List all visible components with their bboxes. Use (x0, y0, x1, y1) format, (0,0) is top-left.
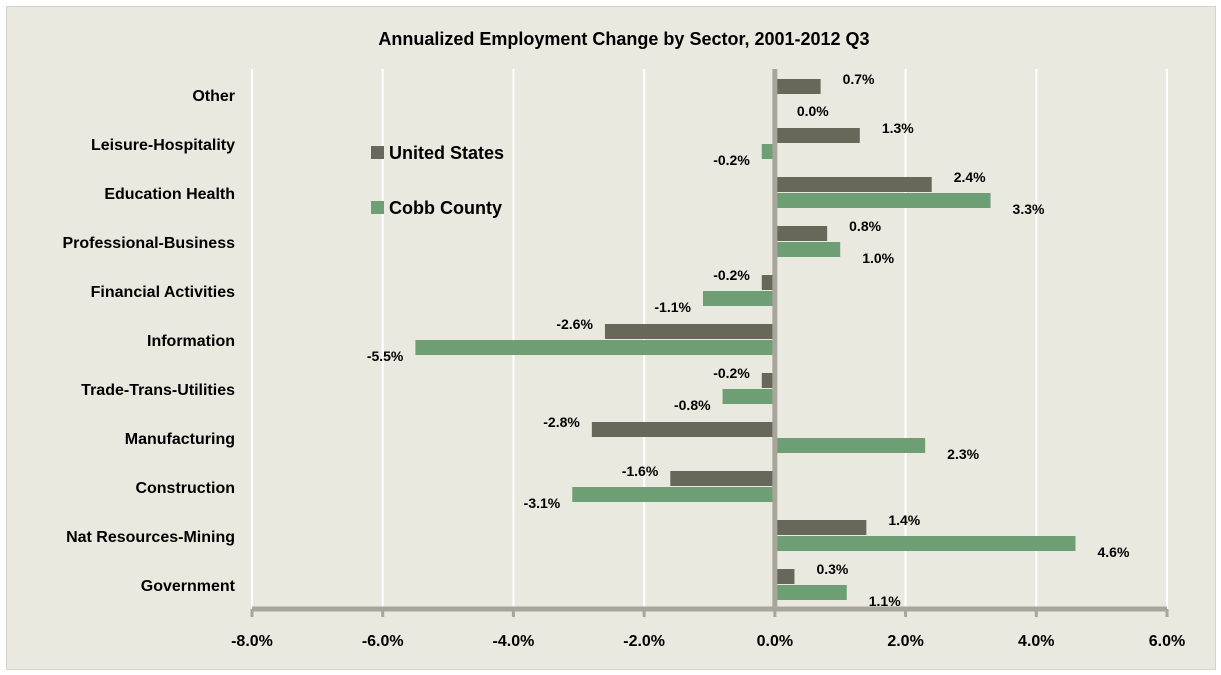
category-label: Leisure-Hospitality (91, 137, 235, 154)
bar-cobb-county (415, 340, 775, 355)
x-tick-label: 4.0% (1018, 633, 1054, 650)
x-tick-label: -8.0% (231, 633, 273, 650)
data-label: -0.8% (674, 397, 711, 413)
bar-cobb-county (774, 536, 1076, 551)
bar-cobb-county (761, 144, 775, 159)
chart-area: Annualized Employment Change by Sector, … (6, 6, 1216, 670)
data-label: 1.3% (882, 120, 914, 136)
bar-cobb-county (774, 438, 926, 453)
bar-cobb-county (774, 585, 847, 600)
bar-united-states (774, 520, 867, 535)
bar-cobb-county (774, 242, 841, 257)
category-label: Financial Activities (91, 284, 235, 301)
category-label: Construction (135, 480, 235, 497)
data-labels: Other 0.7% 0.0% Leisure-Hospitality 1.3% -0.2… (63, 71, 1130, 609)
x-tick-label: -4.0% (493, 633, 535, 650)
bar-united-states (774, 177, 932, 192)
bar-cobb-county (572, 487, 775, 502)
bar-united-states (591, 422, 775, 437)
data-label: 0.0% (797, 103, 829, 119)
data-label: 0.3% (816, 561, 848, 577)
category-label: Information (147, 333, 235, 350)
bar-united-states (670, 471, 775, 486)
category-label: Trade-Trans-Utilities (81, 382, 235, 399)
legend-swatch-united-states (371, 146, 384, 159)
data-label: -0.2% (713, 267, 750, 283)
category-label: Manufacturing (125, 431, 235, 448)
bar-united-states (774, 226, 828, 241)
bars (415, 79, 1076, 600)
data-label: 1.0% (862, 250, 894, 266)
data-label: 2.3% (947, 446, 979, 462)
legend-label: United States (389, 143, 504, 163)
x-tick-label: 2.0% (887, 633, 923, 650)
chart-title: Annualized Employment Change by Sector, … (378, 29, 869, 49)
category-label: Education Health (104, 186, 235, 203)
category-label: Professional-Business (63, 235, 236, 252)
data-label: 0.8% (849, 218, 881, 234)
data-label: 2.4% (954, 169, 986, 185)
data-label: -0.2% (713, 365, 750, 381)
data-label: 1.4% (888, 512, 920, 528)
bar-united-states (761, 275, 775, 290)
data-label: -5.5% (367, 348, 404, 364)
bar-united-states (604, 324, 775, 339)
axes: -8.0% -6.0% -4.0% -2.0% 0.0% 2.0% 4.0% 6.0% (231, 69, 1185, 650)
data-label: -3.1% (524, 495, 561, 511)
x-tick-label: -6.0% (362, 633, 404, 650)
data-label: -2.8% (543, 414, 580, 430)
x-tick-label: 6.0% (1149, 633, 1185, 650)
bar-cobb-county (774, 193, 991, 208)
legend: United States Cobb County (371, 143, 504, 218)
x-tick-label: -2.0% (623, 633, 665, 650)
data-label: -1.1% (654, 299, 691, 315)
category-label: Other (192, 88, 235, 105)
data-label: 3.3% (1013, 201, 1045, 217)
data-label: -0.2% (713, 152, 750, 168)
legend-swatch-cobb-county (371, 201, 384, 214)
data-label: -1.6% (622, 463, 659, 479)
category-label: Nat Resources-Mining (66, 529, 235, 546)
x-tick-label: 0.0% (757, 633, 793, 650)
bar-united-states (774, 128, 860, 143)
bar-united-states (774, 79, 821, 94)
bar-chart: Annualized Employment Change by Sector, … (63, 29, 1186, 650)
data-label: 1.1% (869, 593, 901, 609)
data-label: 0.7% (843, 71, 875, 87)
data-label: -2.6% (556, 316, 593, 332)
bar-cobb-county (722, 389, 775, 404)
category-label: Government (141, 578, 236, 595)
bar-united-states (761, 373, 775, 388)
data-label: 4.6% (1098, 544, 1130, 560)
bar-cobb-county (702, 291, 775, 306)
bar-united-states (774, 569, 795, 584)
legend-label: Cobb County (389, 198, 502, 218)
